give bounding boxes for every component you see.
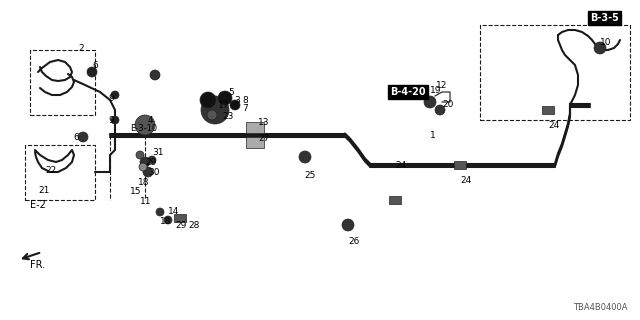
Text: 21: 21 [38, 186, 49, 195]
Bar [542, 106, 554, 114]
Text: 6: 6 [92, 60, 98, 69]
Circle shape [139, 163, 147, 171]
Circle shape [87, 67, 97, 77]
Text: 13: 13 [258, 117, 269, 126]
Text: FR.: FR. [30, 260, 45, 270]
Circle shape [164, 216, 172, 224]
Circle shape [148, 156, 156, 164]
Circle shape [230, 100, 240, 110]
Bar [174, 214, 186, 222]
Text: 25: 25 [304, 171, 316, 180]
Circle shape [135, 115, 155, 135]
Circle shape [140, 157, 150, 167]
Text: 26: 26 [348, 237, 360, 246]
Circle shape [218, 91, 232, 105]
Text: 2: 2 [78, 44, 84, 52]
Text: B-4-20: B-4-20 [390, 87, 426, 97]
Circle shape [136, 151, 144, 159]
Text: 27: 27 [258, 133, 269, 142]
Circle shape [150, 70, 160, 80]
Circle shape [435, 105, 445, 115]
Text: 11: 11 [140, 197, 152, 206]
Text: 18: 18 [138, 178, 150, 187]
Text: TBA4B0400A: TBA4B0400A [573, 303, 628, 313]
Text: 9: 9 [108, 116, 114, 124]
Text: 5: 5 [228, 87, 234, 97]
Text: 20: 20 [442, 100, 453, 108]
Bar [246, 137, 264, 148]
Text: 30: 30 [148, 167, 159, 177]
Circle shape [299, 151, 311, 163]
Circle shape [111, 91, 119, 99]
Circle shape [342, 219, 354, 231]
Text: 23: 23 [222, 111, 234, 121]
Text: 15: 15 [130, 188, 141, 196]
Text: 7: 7 [242, 103, 248, 113]
Bar [389, 196, 401, 204]
Text: 8: 8 [242, 95, 248, 105]
Text: 31: 31 [152, 148, 163, 156]
Text: 29: 29 [145, 157, 156, 166]
Text: B-3-5: B-3-5 [590, 13, 619, 23]
Text: 18: 18 [160, 218, 172, 227]
Circle shape [201, 96, 229, 124]
Text: 14: 14 [168, 207, 179, 217]
Text: 29: 29 [175, 220, 186, 229]
Text: 3: 3 [234, 95, 240, 105]
Bar [246, 122, 264, 132]
Text: 10: 10 [600, 37, 611, 46]
Text: 17: 17 [218, 100, 230, 109]
Circle shape [207, 110, 217, 120]
Text: 1: 1 [430, 131, 436, 140]
Text: E-3-10: E-3-10 [130, 124, 157, 132]
Text: 12: 12 [436, 81, 447, 90]
Text: 24: 24 [395, 161, 406, 170]
Circle shape [143, 167, 153, 177]
Text: 6: 6 [73, 132, 79, 141]
Circle shape [78, 132, 88, 142]
Circle shape [594, 42, 606, 54]
Text: 24: 24 [548, 121, 559, 130]
Circle shape [111, 116, 119, 124]
Circle shape [200, 92, 216, 108]
Text: E-2: E-2 [30, 200, 46, 210]
Circle shape [156, 208, 164, 216]
Text: 22: 22 [45, 165, 56, 174]
Bar [454, 161, 466, 169]
Text: 4: 4 [148, 116, 154, 124]
Text: 24: 24 [460, 175, 471, 185]
Text: 19: 19 [430, 85, 442, 94]
Text: 9: 9 [108, 93, 114, 102]
Circle shape [424, 96, 436, 108]
Text: 28: 28 [188, 220, 200, 229]
